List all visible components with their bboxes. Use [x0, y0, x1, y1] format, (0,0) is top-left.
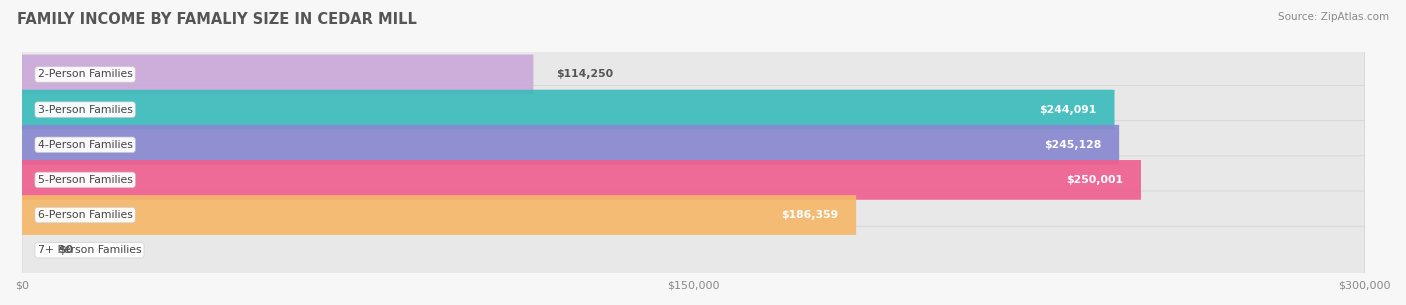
- FancyBboxPatch shape: [22, 226, 1365, 274]
- Text: 5-Person Families: 5-Person Families: [38, 175, 132, 185]
- Text: 7+ Person Families: 7+ Person Families: [38, 245, 141, 255]
- Text: Source: ZipAtlas.com: Source: ZipAtlas.com: [1278, 12, 1389, 22]
- FancyBboxPatch shape: [22, 156, 1365, 204]
- Text: $244,091: $244,091: [1039, 105, 1097, 115]
- Text: 2-Person Families: 2-Person Families: [38, 70, 132, 79]
- Text: 4-Person Families: 4-Person Families: [38, 140, 132, 150]
- FancyBboxPatch shape: [22, 191, 1365, 239]
- FancyBboxPatch shape: [22, 90, 1115, 130]
- Text: FAMILY INCOME BY FAMALIY SIZE IN CEDAR MILL: FAMILY INCOME BY FAMALIY SIZE IN CEDAR M…: [17, 12, 416, 27]
- FancyBboxPatch shape: [22, 86, 1365, 134]
- FancyBboxPatch shape: [22, 195, 856, 235]
- Text: 3-Person Families: 3-Person Families: [38, 105, 132, 115]
- FancyBboxPatch shape: [22, 160, 1140, 200]
- FancyBboxPatch shape: [22, 125, 1119, 165]
- FancyBboxPatch shape: [22, 121, 1365, 169]
- FancyBboxPatch shape: [22, 50, 1365, 99]
- Text: 6-Person Families: 6-Person Families: [38, 210, 132, 220]
- Text: $186,359: $186,359: [782, 210, 838, 220]
- Text: $245,128: $245,128: [1045, 140, 1101, 150]
- FancyBboxPatch shape: [22, 55, 533, 94]
- Text: $0: $0: [58, 245, 73, 255]
- Text: $114,250: $114,250: [555, 70, 613, 79]
- Text: $250,001: $250,001: [1066, 175, 1123, 185]
